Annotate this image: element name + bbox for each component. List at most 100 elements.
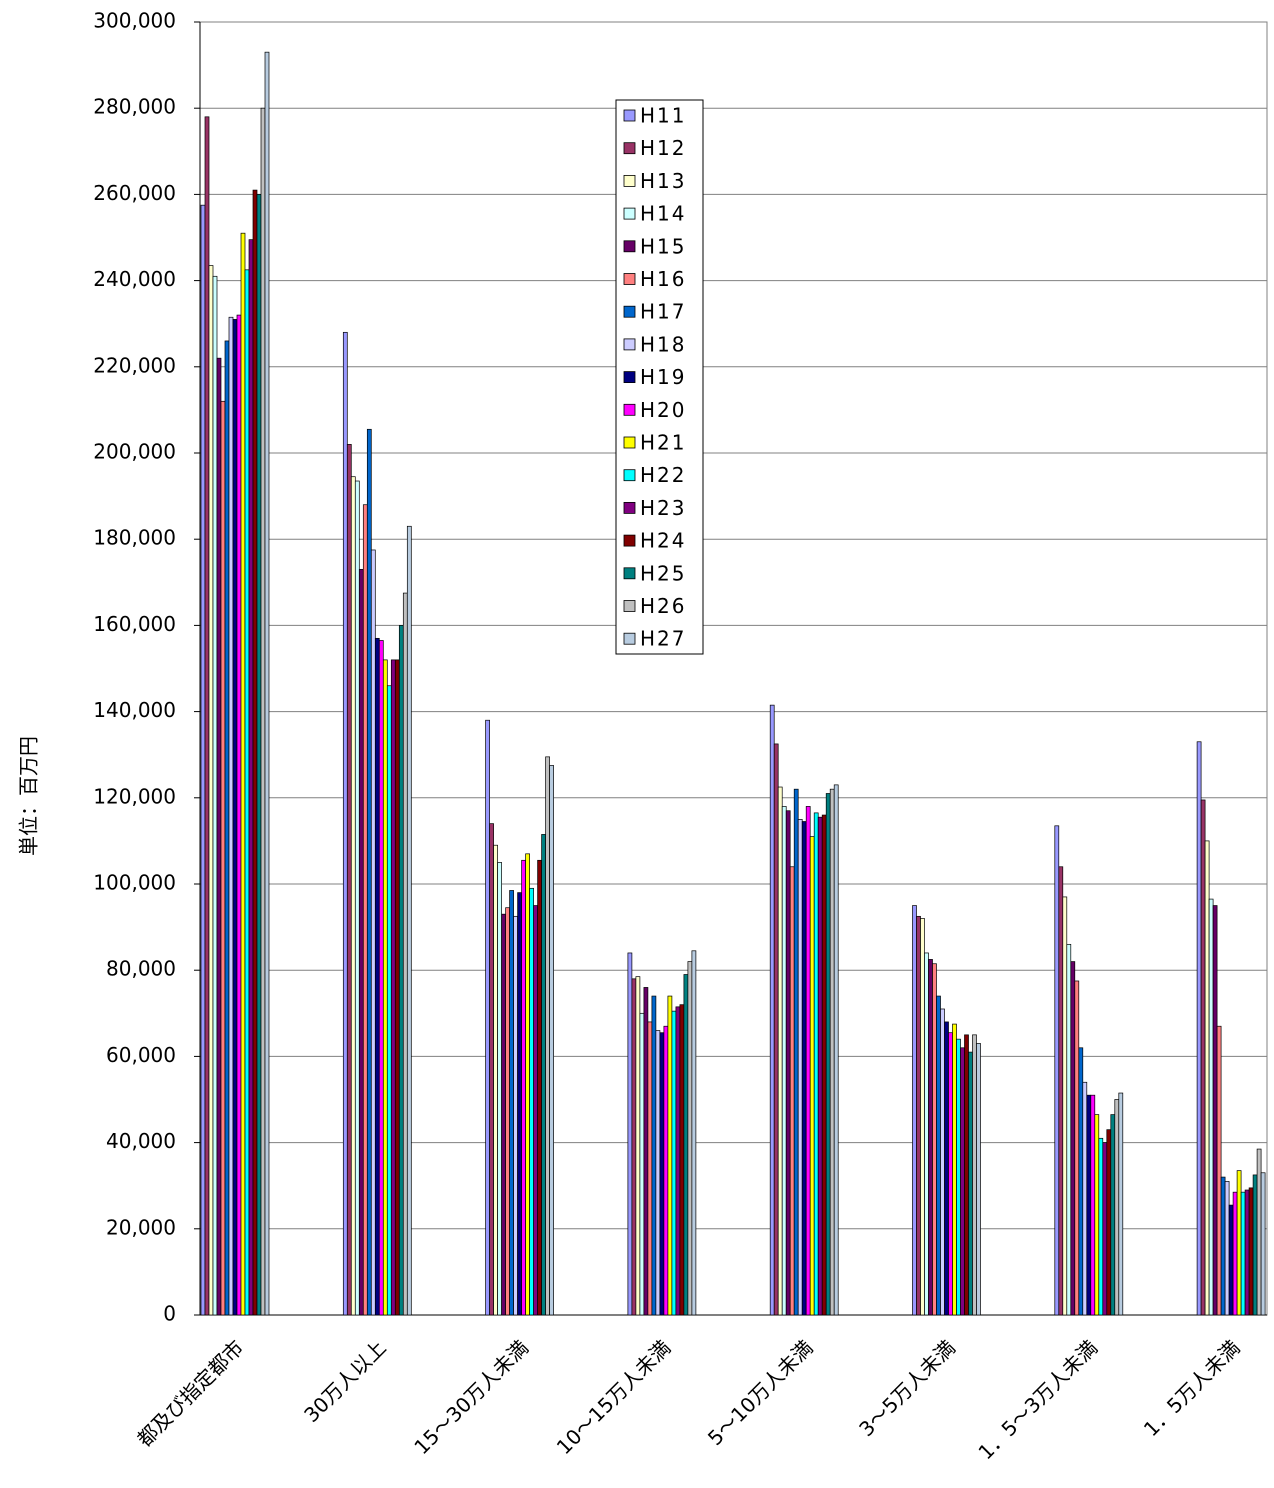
bar	[1102, 1142, 1108, 1316]
bar	[260, 107, 266, 1316]
bar	[777, 786, 783, 1316]
bar	[1220, 1176, 1226, 1316]
bar	[829, 788, 835, 1316]
bar	[1106, 1129, 1112, 1316]
bar	[817, 816, 823, 1316]
bar	[1204, 840, 1210, 1316]
legend-swatch	[623, 436, 636, 449]
x-tick-label: 1．5～3万人未満	[973, 1335, 1102, 1464]
y-tick-label: 20,000	[106, 1215, 176, 1239]
legend-swatch	[623, 567, 636, 580]
bar	[1240, 1191, 1246, 1316]
bar	[675, 1006, 681, 1316]
bar	[789, 866, 795, 1316]
bar	[1078, 1047, 1084, 1316]
legend-swatch	[623, 338, 636, 351]
bar	[793, 788, 799, 1316]
bar	[358, 569, 364, 1316]
bar	[1110, 1114, 1116, 1316]
legend-label: H25	[640, 561, 687, 585]
bar	[256, 194, 262, 1316]
bar	[769, 704, 775, 1316]
bar	[1244, 1189, 1250, 1316]
bar	[390, 659, 396, 1316]
bar	[228, 316, 234, 1316]
bar	[236, 314, 242, 1316]
y-tick-label: 0	[163, 1302, 176, 1326]
y-tick-label: 220,000	[93, 353, 176, 377]
bar	[936, 995, 941, 1316]
bar	[545, 756, 550, 1316]
legend-swatch	[623, 534, 636, 547]
bar	[1260, 1172, 1266, 1316]
bar	[916, 915, 921, 1316]
legend-label: H20	[640, 398, 687, 422]
bar	[1098, 1137, 1104, 1316]
bar	[489, 823, 494, 1316]
y-tick-label: 200,000	[93, 440, 176, 464]
bar	[264, 51, 270, 1316]
bar	[216, 357, 222, 1316]
y-tick-label: 180,000	[93, 526, 176, 550]
bar	[402, 592, 408, 1316]
bar	[952, 1023, 957, 1316]
y-tick-label: 140,000	[93, 698, 176, 722]
legend-swatch	[623, 600, 636, 612]
y-tick-label: 240,000	[93, 267, 176, 291]
bar	[533, 905, 538, 1316]
bar	[671, 1010, 677, 1316]
bar	[1256, 1148, 1262, 1316]
x-tick-label: 都及び指定都市	[132, 1335, 248, 1451]
bar	[200, 204, 206, 1316]
legend-swatch	[623, 403, 636, 416]
bar	[781, 806, 787, 1316]
bar	[833, 784, 839, 1316]
legend-label: H12	[640, 136, 687, 160]
bar	[1058, 866, 1064, 1316]
y-tick-label: 60,000	[106, 1043, 176, 1067]
bar	[394, 659, 400, 1316]
bar	[406, 525, 412, 1316]
bar	[382, 659, 388, 1316]
bar	[1114, 1099, 1120, 1316]
legend-label: H22	[640, 463, 687, 487]
legend-swatch	[623, 142, 636, 155]
bar	[248, 239, 254, 1316]
legend-swatch	[623, 469, 636, 482]
bar	[785, 810, 791, 1316]
bar	[944, 1021, 949, 1316]
bar	[378, 640, 384, 1316]
y-tick-label: 300,000	[93, 9, 176, 33]
bar	[655, 1030, 661, 1316]
bar	[635, 976, 641, 1316]
y-tick-label: 100,000	[93, 871, 176, 895]
legend-swatch	[623, 501, 636, 514]
bar	[501, 913, 506, 1316]
bar	[691, 950, 697, 1316]
bar	[960, 1047, 965, 1316]
y-tick-label: 80,000	[106, 957, 176, 981]
bar	[643, 987, 649, 1316]
legend-label: H11	[640, 104, 687, 128]
x-tick-label: 1．5万人未満	[1139, 1335, 1245, 1441]
y-axis-label: 単位：百万円	[17, 736, 41, 856]
legend-swatch	[623, 174, 636, 187]
bar	[631, 978, 637, 1316]
bar	[968, 1051, 973, 1316]
bar	[627, 952, 633, 1316]
bar	[370, 549, 376, 1316]
bar	[240, 232, 246, 1316]
bar	[821, 814, 827, 1316]
legend-label: H26	[640, 594, 687, 618]
legend-swatch	[623, 371, 636, 384]
bar	[485, 719, 490, 1316]
bar	[928, 959, 933, 1316]
bar	[639, 1012, 645, 1316]
bar	[244, 269, 250, 1316]
x-tick-label: 15～30万人未満	[409, 1335, 533, 1459]
bar	[350, 476, 356, 1316]
bar	[663, 1025, 669, 1316]
bar	[667, 995, 673, 1316]
bar	[362, 504, 368, 1316]
